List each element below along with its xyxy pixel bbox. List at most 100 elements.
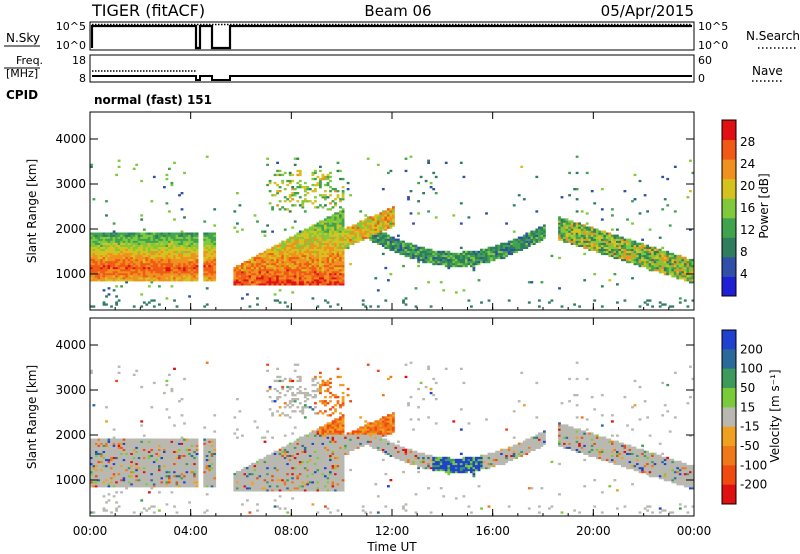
velocity-cell	[178, 475, 181, 478]
power-cell	[578, 222, 581, 225]
power-cell	[140, 252, 144, 256]
velocity-cell	[145, 485, 149, 488]
power-cell	[668, 224, 672, 227]
power-cell	[314, 250, 317, 254]
power-cell	[107, 293, 111, 296]
power-cell	[668, 260, 672, 264]
power-cell	[379, 220, 383, 223]
power-cell	[522, 238, 526, 241]
power-cell	[638, 212, 642, 215]
power-cell	[580, 232, 584, 235]
power-cell	[115, 234, 118, 237]
power-cell	[160, 279, 164, 282]
power-cell	[311, 262, 315, 266]
power-cell	[175, 279, 179, 282]
power-cell	[608, 279, 612, 282]
power-cell	[168, 266, 171, 270]
velocity-cell	[115, 444, 118, 447]
power-cell	[90, 163, 93, 166]
power-cell	[142, 228, 146, 231]
power-cell	[150, 279, 154, 282]
power-cell	[626, 244, 629, 247]
power-cell	[150, 248, 154, 251]
power-cell	[271, 277, 274, 280]
velocity-cell	[168, 442, 171, 445]
power-cell	[142, 258, 146, 262]
velocity-cell	[135, 369, 139, 372]
power-cell	[173, 244, 176, 247]
power-cell	[689, 281, 692, 284]
power-cell	[633, 256, 637, 260]
power-cell	[140, 260, 144, 264]
power-cell	[298, 238, 302, 241]
power-cell	[600, 285, 604, 288]
power-cell	[95, 277, 98, 280]
power-cell	[643, 260, 647, 264]
power-cell	[578, 224, 581, 227]
power-cell	[95, 250, 98, 254]
velocity-cell	[175, 466, 179, 470]
velocity-cell	[112, 456, 116, 460]
power-cell	[175, 266, 179, 270]
power-cell	[145, 234, 149, 237]
power-cell	[168, 240, 171, 243]
velocity-cell	[127, 470, 131, 474]
velocity-cell	[147, 485, 151, 488]
power-cell	[185, 246, 189, 249]
velocity-cell	[152, 456, 156, 460]
power-cell	[308, 238, 312, 241]
velocity-cell	[168, 416, 171, 419]
power-cell	[115, 260, 118, 264]
power-cell	[117, 262, 121, 266]
power-cell	[286, 244, 290, 247]
power-cell	[163, 271, 166, 274]
power-cell	[409, 248, 413, 251]
power-cell	[676, 266, 680, 270]
power-cell	[376, 218, 380, 221]
velocity-cell	[125, 456, 128, 460]
power-cell	[326, 256, 330, 260]
power-cell	[359, 230, 363, 233]
power-cell	[540, 228, 544, 231]
power-cell	[115, 277, 118, 280]
power-cell	[188, 275, 191, 278]
power-cell	[356, 236, 360, 239]
power-cell	[95, 246, 98, 249]
velocity-cell	[145, 450, 149, 453]
power-cell	[314, 236, 317, 239]
power-cell	[132, 252, 136, 256]
power-cell	[392, 214, 395, 217]
power-cell	[165, 177, 169, 181]
power-cell	[183, 232, 186, 235]
power-cell	[213, 244, 217, 247]
power-cell	[125, 279, 128, 282]
power-cell	[364, 214, 368, 217]
power-cell	[296, 281, 300, 284]
power-cell	[331, 206, 335, 209]
velocity-cell	[150, 448, 154, 451]
power-cell	[271, 264, 274, 268]
power-cell	[195, 246, 199, 249]
power-cell	[316, 246, 320, 249]
power-cell	[183, 240, 186, 243]
power-cell	[329, 230, 332, 233]
power-cell	[565, 218, 569, 221]
velocity-cell	[142, 452, 146, 455]
power-cell	[399, 242, 403, 245]
power-cell	[454, 256, 458, 260]
power-cell	[314, 248, 317, 251]
velocity-cell	[122, 440, 126, 443]
velocity-cell	[102, 442, 106, 445]
velocity-cell	[120, 448, 123, 451]
velocity-cell	[112, 452, 116, 455]
power-cell	[369, 216, 373, 219]
power-cell	[583, 246, 587, 249]
power-cell	[236, 266, 239, 270]
power-cell	[142, 266, 146, 270]
power-cell	[112, 252, 116, 256]
velocity-cell	[163, 458, 166, 462]
velocity-cell	[165, 468, 169, 472]
power-cell	[205, 262, 209, 266]
power-cell	[691, 171, 695, 175]
power-cell	[92, 248, 96, 251]
